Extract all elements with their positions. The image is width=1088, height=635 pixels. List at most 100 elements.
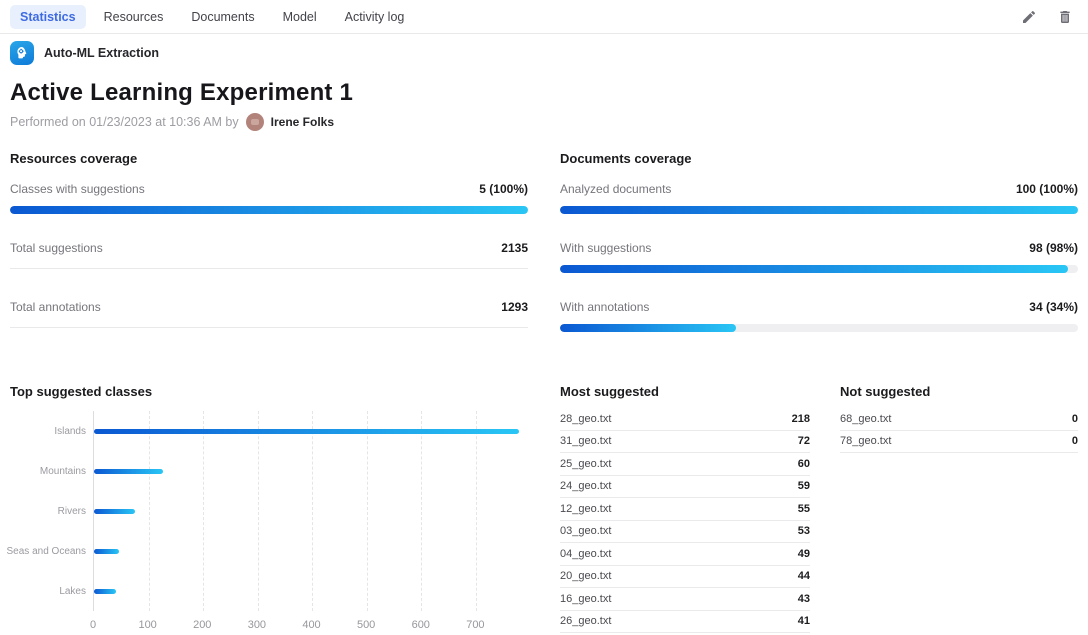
stat-value: 5 (100%) [479, 182, 528, 196]
stat-label: Total annotations [10, 300, 101, 314]
performed-row: Performed on 01/23/2023 at 10:36 AM by I… [10, 113, 1078, 131]
gridline [148, 411, 150, 611]
gridline [312, 411, 313, 611]
chart-plot-area [93, 411, 530, 611]
gridline [421, 411, 422, 611]
not-suggested-title: Not suggested [840, 384, 931, 399]
table-row[interactable]: 12_geo.txt 55 [560, 498, 810, 521]
progress-bar-fill [560, 265, 1068, 273]
resources-coverage-title: Resources coverage [10, 151, 138, 166]
chart-category-label: Seas and Oceans [6, 545, 87, 557]
auto-ml-head-gear-icon [10, 41, 34, 65]
chart-bar [94, 548, 119, 554]
stat-value: 98 (98%) [1029, 241, 1078, 255]
stat-value: 34 (34%) [1029, 300, 1078, 314]
gridline [475, 411, 477, 611]
chart-x-axis: 0 100 200 300 400 500 600 700 [89, 619, 530, 635]
chart-bar-row [94, 451, 530, 491]
tab-resources[interactable]: Resources [103, 9, 164, 24]
x-tick-label: 200 [193, 619, 212, 631]
chart-bar [94, 468, 164, 474]
not-suggested-table: Not suggested 68_geo.txt 0 78_geo.txt 0 [840, 384, 1078, 635]
file-name: 25_geo.txt [560, 457, 612, 470]
table-row[interactable]: 04_geo.txt 49 [560, 543, 810, 566]
progress-bar [10, 206, 528, 214]
stat-label: Total suggestions [10, 241, 103, 255]
progress-bar [560, 324, 1078, 332]
documents-row: With annotations 34 (34%) [560, 300, 1078, 359]
file-count: 41 [797, 615, 810, 628]
most-suggested-table: Most suggested 28_geo.txt 218 31_geo.txt 72… [560, 384, 810, 635]
progress-bar-fill [560, 206, 1078, 214]
file-count: 0 [1071, 412, 1078, 425]
documents-coverage-section: Documents coverage Analyzed documents 100… [560, 151, 1078, 359]
page-title: Active Learning Experiment 1 [10, 79, 354, 106]
chart-category-label: Mountains [39, 465, 86, 477]
documents-row: Analyzed documents 100 (100%) [560, 182, 1078, 241]
x-tick-label: 700 [466, 619, 485, 631]
stat-label: With annotations [560, 300, 650, 314]
chart-bar-row [94, 531, 530, 571]
progress-bar-fill [560, 324, 737, 332]
tab-statistics[interactable]: Statistics [10, 4, 86, 29]
x-tick-label: 500 [356, 619, 376, 631]
table-row[interactable]: 25_geo.txt 60 [560, 453, 810, 476]
table-row[interactable]: 20_geo.txt 44 [560, 566, 810, 588]
x-tick-label: 400 [302, 619, 321, 631]
tab-model[interactable]: Model [282, 9, 317, 24]
table-row[interactable]: 28_geo.txt 218 [560, 408, 810, 431]
pencil-icon [1021, 9, 1037, 25]
file-count: 59 [797, 480, 810, 493]
breadcrumb: Auto-ML Extraction [0, 34, 1088, 71]
file-count: 49 [797, 547, 810, 560]
table-row[interactable]: 78_geo.txt 0 [840, 431, 1078, 453]
tab-documents[interactable]: Documents [191, 9, 255, 24]
resources-row: Total suggestions 2135 [10, 241, 528, 300]
table-row[interactable]: 16_geo.txt 43 [560, 588, 810, 611]
chart-bar [94, 508, 135, 514]
table-row[interactable]: 26_geo.txt 41 [560, 611, 810, 633]
table-row[interactable]: 24_geo.txt 59 [560, 476, 810, 498]
chart-title: Top suggested classes [10, 384, 153, 399]
chart-category-label: Islands [54, 425, 86, 437]
file-count: 218 [791, 412, 810, 425]
file-count: 72 [797, 435, 810, 448]
tab-activity-log[interactable]: Activity log [344, 9, 405, 24]
delete-button[interactable] [1054, 6, 1076, 28]
file-name: 03_geo.txt [560, 525, 612, 538]
table-row[interactable]: 68_geo.txt 0 [840, 408, 1078, 431]
x-tick-label: 300 [247, 619, 267, 631]
chart-bar-row [94, 571, 530, 611]
chart-category-label: Rivers [57, 505, 86, 517]
progress-bar [560, 206, 1078, 214]
top-suggested-classes-chart: Top suggested classes Islands Mountains Ri… [6, 384, 530, 635]
x-tick-label: 600 [411, 619, 430, 631]
row-divider [10, 268, 528, 269]
author-avatar [245, 113, 264, 131]
documents-row: With suggestions 98 (98%) [560, 241, 1078, 300]
documents-coverage-title: Documents coverage [560, 151, 692, 166]
chart-bar-row [94, 411, 530, 451]
file-count: 60 [797, 457, 810, 470]
stat-value: 100 (100%) [1015, 182, 1078, 196]
file-name: 68_geo.txt [840, 412, 892, 425]
table-row[interactable]: 03_geo.txt 53 [560, 521, 810, 543]
x-tick-label: 100 [138, 619, 157, 631]
file-name: 20_geo.txt [560, 570, 612, 583]
x-tick-label: 0 [89, 619, 97, 631]
stat-label: With suggestions [560, 241, 652, 255]
edit-button[interactable] [1018, 6, 1040, 28]
file-name: 26_geo.txt [560, 615, 612, 628]
resources-row: Classes with suggestions 5 (100%) [10, 182, 528, 241]
trash-icon [1057, 9, 1073, 25]
table-row[interactable]: 31_geo.txt 72 [560, 431, 810, 453]
file-count: 44 [797, 570, 810, 583]
progress-bar-fill [10, 206, 528, 214]
breadcrumb-label: Auto-ML Extraction [44, 46, 160, 60]
progress-bar [560, 265, 1078, 273]
gridline [366, 411, 368, 611]
resources-row: Total annotations 1293 [10, 300, 528, 359]
performed-text: Performed on 01/23/2023 at 10:36 AM by [10, 115, 239, 129]
file-name: 31_geo.txt [560, 435, 612, 448]
chart-bar-row [94, 491, 530, 531]
